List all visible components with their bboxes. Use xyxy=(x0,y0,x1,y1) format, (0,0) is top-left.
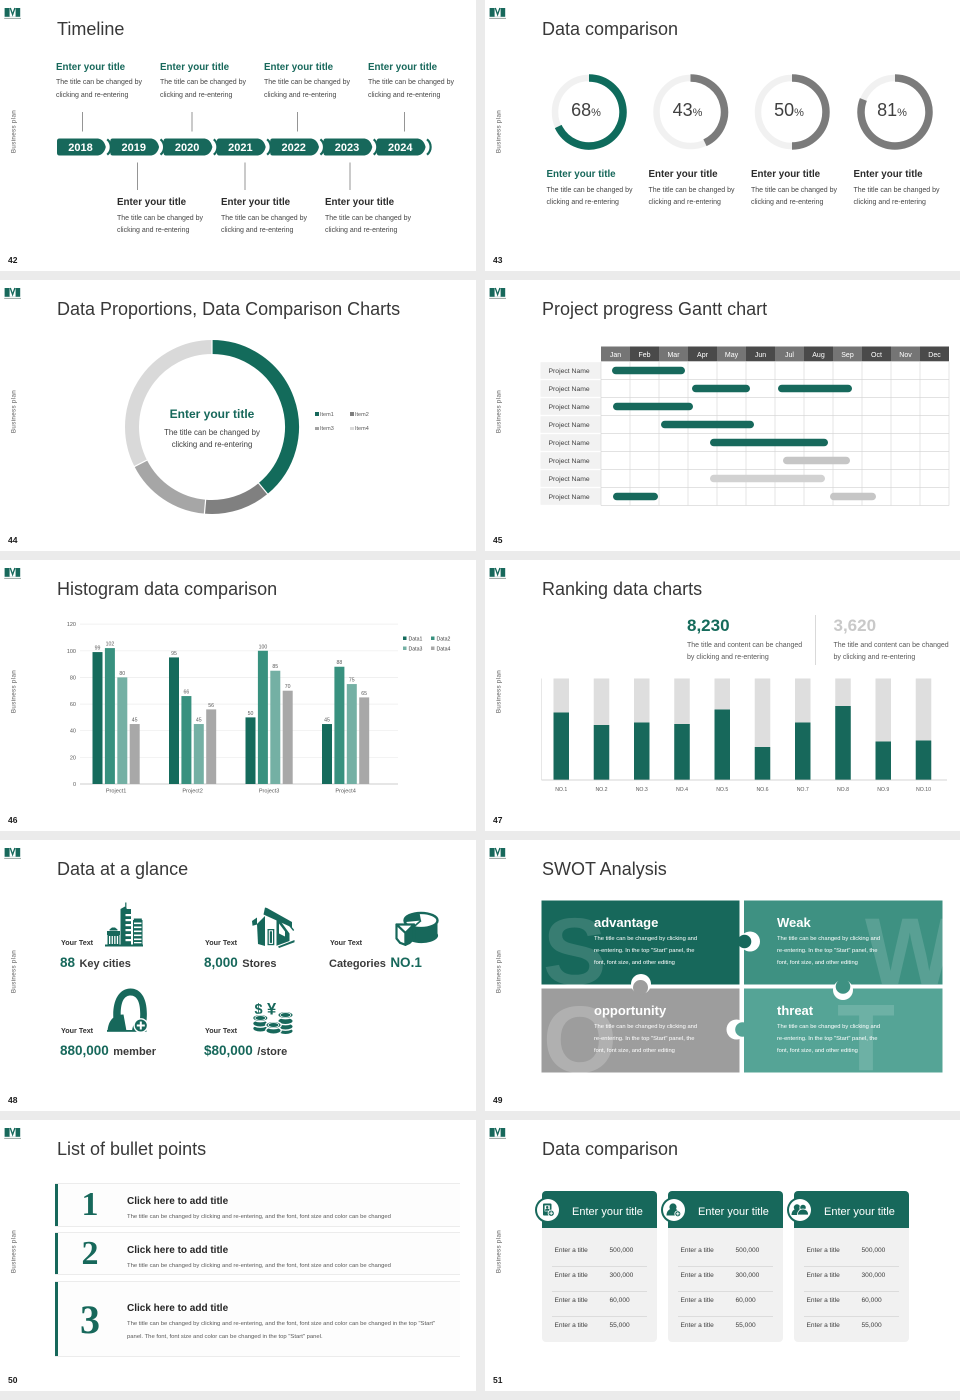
svg-text:NO.7: NO.7 xyxy=(797,787,809,793)
svg-text:65: 65 xyxy=(361,691,367,697)
svg-text:O: O xyxy=(543,987,617,1093)
svg-text:45: 45 xyxy=(324,718,330,724)
svg-text:100: 100 xyxy=(67,649,76,655)
svg-text:2022: 2022 xyxy=(281,142,305,154)
svg-text:100: 100 xyxy=(259,644,268,650)
svg-text:Project Name: Project Name xyxy=(549,476,590,483)
svg-text:2018: 2018 xyxy=(68,142,92,154)
svg-text:40: 40 xyxy=(70,729,76,735)
svg-text:120: 120 xyxy=(67,622,76,628)
svg-text:80: 80 xyxy=(70,675,76,681)
svg-text:2021: 2021 xyxy=(228,142,252,154)
svg-text:Data2: Data2 xyxy=(437,636,451,642)
svg-text:Apr: Apr xyxy=(697,352,709,359)
svg-text:Oct: Oct xyxy=(871,352,882,359)
svg-text:2024: 2024 xyxy=(388,142,413,154)
svg-text:102: 102 xyxy=(106,642,115,648)
svg-text:$: $ xyxy=(255,1002,263,1018)
svg-text:May: May xyxy=(725,352,739,359)
svg-text:Project3: Project3 xyxy=(259,789,280,795)
svg-text:Project Name: Project Name xyxy=(549,440,590,447)
svg-text:Feb: Feb xyxy=(638,352,650,359)
svg-text:85: 85 xyxy=(272,664,278,670)
svg-text:Project Name: Project Name xyxy=(549,386,590,393)
svg-text:NO.4: NO.4 xyxy=(676,787,688,793)
svg-text:Project Name: Project Name xyxy=(549,494,590,501)
svg-text:Data3: Data3 xyxy=(409,646,423,652)
svg-text:Data4: Data4 xyxy=(437,646,451,652)
svg-text:99: 99 xyxy=(95,646,101,652)
svg-text:W: W xyxy=(865,899,955,1005)
svg-text:Project Name: Project Name xyxy=(549,458,590,465)
svg-text:Sep: Sep xyxy=(841,352,854,359)
svg-text:66: 66 xyxy=(184,690,190,696)
svg-text:Nov: Nov xyxy=(899,352,912,359)
svg-text:NO.8: NO.8 xyxy=(837,787,849,793)
svg-text:45: 45 xyxy=(196,718,202,724)
svg-text:80: 80 xyxy=(119,671,125,677)
svg-text:NO.3: NO.3 xyxy=(636,787,648,793)
svg-text:NO.1: NO.1 xyxy=(555,787,567,793)
svg-text:Project4: Project4 xyxy=(335,789,356,795)
svg-text:NO.9: NO.9 xyxy=(877,787,889,793)
svg-text:70: 70 xyxy=(285,684,291,690)
svg-text:60: 60 xyxy=(70,702,76,708)
svg-text:T: T xyxy=(837,985,895,1091)
svg-text:Mar: Mar xyxy=(667,352,680,359)
svg-text:Jan: Jan xyxy=(610,352,621,359)
svg-text:S: S xyxy=(543,899,606,1005)
svg-text:Project Name: Project Name xyxy=(549,422,590,429)
svg-text:Project Name: Project Name xyxy=(549,368,590,375)
svg-text:88: 88 xyxy=(337,660,343,666)
svg-text:Data1: Data1 xyxy=(409,636,423,642)
svg-text:0: 0 xyxy=(73,782,76,788)
svg-text:Project1: Project1 xyxy=(106,789,127,795)
svg-text:NO.5: NO.5 xyxy=(716,787,728,793)
svg-text:¥: ¥ xyxy=(267,1001,277,1019)
svg-text:NO.6: NO.6 xyxy=(756,787,768,793)
svg-text:Jun: Jun xyxy=(755,352,766,359)
svg-text:45: 45 xyxy=(132,718,138,724)
svg-text:2019: 2019 xyxy=(122,142,146,154)
svg-text:95: 95 xyxy=(171,651,177,657)
svg-text:NO.10: NO.10 xyxy=(916,787,931,793)
svg-text:Project2: Project2 xyxy=(182,789,203,795)
svg-text:NO.2: NO.2 xyxy=(595,787,607,793)
svg-text:20: 20 xyxy=(70,755,76,761)
svg-text:2020: 2020 xyxy=(175,142,199,154)
svg-text:Dec: Dec xyxy=(928,352,941,359)
svg-text:50: 50 xyxy=(248,711,254,717)
svg-text:56: 56 xyxy=(208,703,214,709)
svg-text:75: 75 xyxy=(349,678,355,684)
svg-text:Aug: Aug xyxy=(812,352,825,359)
svg-text:Project Name: Project Name xyxy=(549,404,590,411)
svg-text:Jul: Jul xyxy=(785,352,794,359)
svg-text:2023: 2023 xyxy=(335,142,359,154)
